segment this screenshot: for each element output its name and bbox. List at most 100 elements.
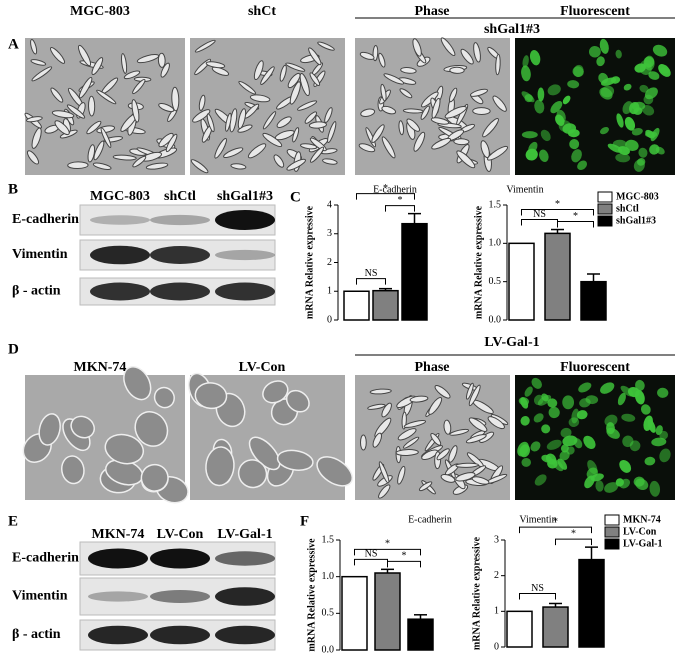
micrograph — [190, 38, 345, 175]
cell — [190, 159, 209, 174]
cell — [413, 131, 426, 152]
significance-label: NS — [533, 209, 546, 220]
significance-label: * — [553, 516, 558, 527]
cell — [287, 72, 301, 89]
image-header: MKN-74 — [74, 360, 127, 375]
cell — [465, 434, 487, 444]
band — [150, 590, 210, 603]
image-header: shCt — [248, 4, 276, 19]
cell — [562, 95, 571, 105]
cell — [644, 55, 655, 71]
cell — [638, 147, 648, 158]
cell — [409, 395, 429, 403]
cell — [289, 81, 301, 105]
cell — [418, 481, 433, 492]
cell — [547, 84, 561, 96]
cell — [403, 420, 427, 428]
cell — [66, 104, 86, 119]
cell — [619, 459, 632, 473]
significance-bracket — [354, 548, 421, 556]
band — [150, 625, 210, 645]
y-tick-label: 4 — [327, 199, 332, 210]
micrograph — [355, 375, 510, 500]
cell — [381, 136, 396, 159]
cell — [230, 163, 247, 170]
significance-label: NS — [365, 549, 378, 560]
cell — [546, 439, 562, 450]
cell — [112, 154, 137, 161]
bar — [374, 572, 401, 651]
image-header: Fluorescent — [560, 4, 630, 19]
cell — [644, 87, 658, 100]
cell — [562, 395, 575, 410]
cell — [77, 44, 92, 67]
cell — [194, 39, 216, 53]
cell — [402, 108, 424, 114]
group-header: LV-Gal-1 — [484, 335, 539, 350]
lane-label: MGC-803 — [90, 189, 150, 204]
row-label: Vimentin — [12, 589, 68, 604]
y-tick-label: 1.5 — [322, 534, 335, 545]
cell — [160, 62, 170, 78]
cell — [140, 463, 169, 492]
cell — [604, 482, 619, 493]
cell — [297, 100, 318, 111]
y-tick-label: 3 — [327, 228, 332, 239]
cell — [431, 137, 452, 150]
cell — [547, 398, 558, 408]
cell — [381, 402, 392, 418]
cell — [360, 108, 376, 117]
cell — [482, 118, 499, 138]
cell — [633, 107, 643, 115]
cell — [440, 37, 456, 57]
cell — [562, 123, 577, 134]
cell — [276, 116, 292, 129]
cell — [625, 139, 639, 151]
cell — [449, 428, 470, 436]
cell — [421, 449, 439, 461]
cell — [87, 144, 96, 163]
cell — [70, 415, 95, 439]
bar — [343, 290, 370, 321]
cell — [449, 66, 465, 74]
legend-swatch — [604, 538, 620, 550]
cell — [522, 55, 529, 68]
cell — [88, 95, 96, 117]
y-tick-label: 3 — [494, 534, 499, 545]
cell — [456, 150, 476, 169]
cell — [428, 396, 443, 415]
significance-label: NS — [365, 268, 378, 279]
cell — [31, 127, 42, 149]
cell — [487, 416, 505, 430]
panel-label: B — [8, 181, 18, 197]
cell — [309, 72, 321, 87]
cell — [308, 47, 322, 66]
row-label: β - actin — [12, 627, 61, 642]
cell — [38, 413, 61, 446]
significance-label: * — [385, 539, 390, 550]
bar — [407, 618, 434, 651]
significance-bracket — [356, 193, 415, 200]
cell — [541, 454, 552, 463]
significance-bracket — [354, 558, 388, 566]
cell — [431, 97, 441, 119]
cell — [50, 87, 64, 103]
cell — [316, 456, 354, 487]
cell — [324, 107, 333, 124]
band — [150, 214, 210, 226]
cell — [619, 478, 631, 489]
cell — [559, 450, 570, 461]
cell — [131, 99, 140, 123]
cell — [300, 143, 318, 150]
cell — [308, 121, 327, 129]
cell — [601, 77, 617, 86]
cell — [279, 64, 287, 82]
cell — [465, 382, 474, 400]
cell — [30, 39, 38, 55]
group-header: shGal1#3 — [484, 22, 540, 37]
cell — [158, 103, 175, 113]
band — [90, 215, 150, 225]
cell — [655, 146, 665, 155]
cell — [640, 404, 651, 415]
